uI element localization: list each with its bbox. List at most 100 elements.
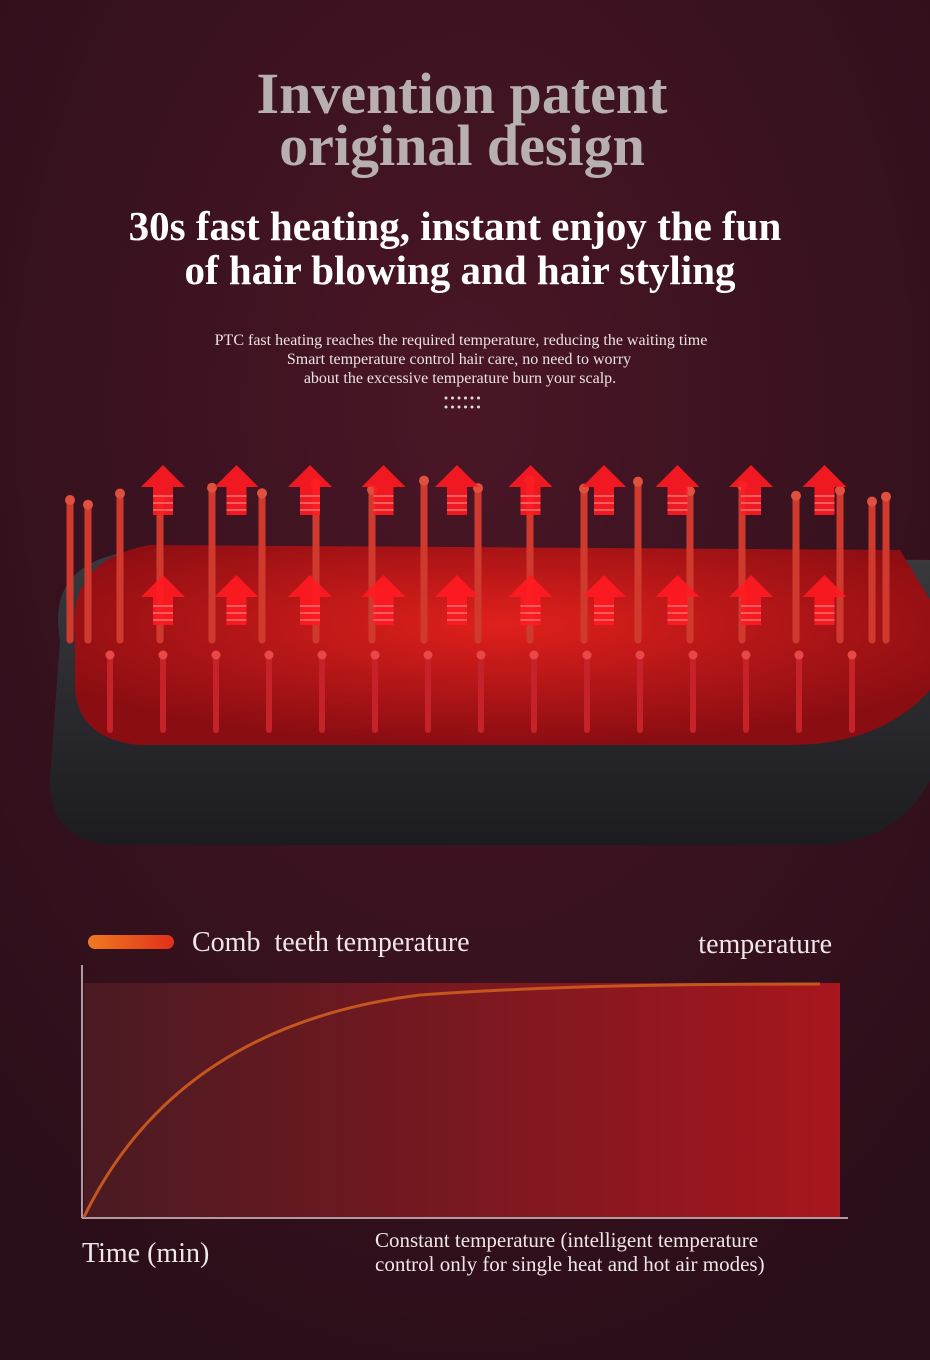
arrow-stripe — [300, 509, 320, 511]
arrow-stripe — [447, 495, 467, 497]
title-line: original design — [279, 113, 645, 178]
title-line: Invention patent — [257, 61, 669, 126]
dot — [457, 405, 461, 409]
pin-tip — [582, 650, 592, 660]
arrow-stripe — [741, 495, 761, 497]
pin-tip — [835, 485, 845, 496]
arrow-stripe — [300, 619, 320, 621]
pin-tip — [83, 499, 93, 510]
pin-tip — [794, 650, 804, 660]
dot — [444, 396, 448, 400]
arrow-stripe — [226, 495, 247, 497]
arrow-stripe — [300, 605, 320, 607]
dot — [477, 405, 480, 409]
heat-arrow — [214, 465, 259, 515]
arrow-stripe — [153, 605, 173, 607]
pin-tip — [257, 488, 267, 499]
heat-arrow — [582, 575, 626, 625]
dot — [457, 396, 461, 400]
legend-swatch — [88, 935, 174, 949]
pin-tip — [317, 650, 327, 660]
arrow-stripe — [153, 502, 173, 504]
arrow-stripe — [373, 612, 394, 614]
pin-tip — [867, 496, 877, 507]
arrow-stripe — [520, 619, 541, 621]
legend-label: Comb teeth temperature — [192, 927, 470, 958]
pin-tip — [688, 650, 698, 660]
pin-tip — [529, 650, 539, 660]
heat-arrow — [802, 465, 847, 515]
arrow-stripe — [153, 495, 173, 497]
heat-arrow — [435, 575, 479, 625]
dot — [451, 396, 454, 400]
arrow-stripe — [814, 605, 835, 607]
arrow-stripe — [226, 509, 247, 511]
temperature-curve — [82, 982, 821, 1218]
pin-tip — [791, 490, 801, 501]
arrow-stripe — [373, 605, 394, 607]
arrow-stripe — [814, 619, 835, 621]
dot — [444, 405, 448, 409]
arrow-stripe — [594, 495, 614, 497]
pin-tip — [264, 650, 274, 660]
arrow-stripe — [520, 502, 541, 504]
dot — [464, 396, 467, 400]
pin-tip — [635, 650, 645, 660]
heat-arrow — [141, 575, 185, 625]
arrow-stripe — [594, 619, 614, 621]
arrow-stripe — [153, 619, 173, 621]
arrow-stripe — [520, 509, 541, 511]
arrow-stripe — [741, 502, 761, 504]
arrow-stripe — [667, 619, 688, 621]
arrow-stripe — [447, 509, 467, 511]
heat-arrow — [141, 465, 185, 515]
pin-tip — [115, 488, 125, 499]
arrow-stripe — [300, 502, 320, 504]
arrow-stripe — [226, 612, 247, 614]
arrow-stripe — [447, 605, 467, 607]
dot — [464, 405, 467, 409]
subtitle-line: of hair blowing and hair styling — [185, 247, 736, 293]
subtitle-line: 30s fast heating, instant enjoy the fun — [129, 203, 782, 249]
pin-tip — [476, 650, 486, 660]
heat-arrow — [361, 465, 406, 515]
brush-body — [73, 545, 930, 745]
arrow-stripe — [814, 502, 835, 504]
arrow-stripe — [594, 502, 614, 504]
arrow-stripe — [520, 495, 541, 497]
arrow-stripe — [226, 605, 247, 607]
note-line: Constant temperature (intelligent temper… — [375, 1228, 758, 1252]
heat-arrow — [729, 575, 773, 625]
note-line: control only for single heat and hot air… — [375, 1252, 765, 1276]
description-line: Smart temperature control hair care, no … — [287, 351, 631, 368]
arrow-stripe — [153, 509, 173, 511]
heat-arrow — [582, 465, 626, 515]
pin-tip — [633, 476, 643, 487]
arrow-stripe — [226, 502, 247, 504]
dot — [470, 396, 474, 400]
arrow-stripe — [741, 509, 761, 511]
arrow-stripe — [594, 509, 614, 511]
dot — [470, 405, 474, 409]
heat-arrow — [655, 465, 700, 515]
pin-tip — [211, 650, 221, 660]
arrow-stripe — [300, 612, 320, 614]
arrow-stripe — [520, 612, 541, 614]
pin-tip — [207, 482, 217, 493]
heat-arrow — [508, 575, 553, 625]
arrow-stripe — [300, 495, 320, 497]
description-line: about the excessive temperature burn you… — [304, 370, 616, 387]
arrow-stripe — [594, 612, 614, 614]
arrow-stripe — [741, 619, 761, 621]
arrow-stripe — [520, 605, 541, 607]
arrow-stripe — [667, 509, 688, 511]
arrow-stripe — [741, 605, 761, 607]
heat-arrow — [655, 575, 700, 625]
heat-arrow — [435, 465, 479, 515]
pin-tip — [419, 475, 429, 486]
dots — [444, 396, 480, 409]
arrow-stripe — [373, 495, 394, 497]
arrow-stripe — [814, 509, 835, 511]
